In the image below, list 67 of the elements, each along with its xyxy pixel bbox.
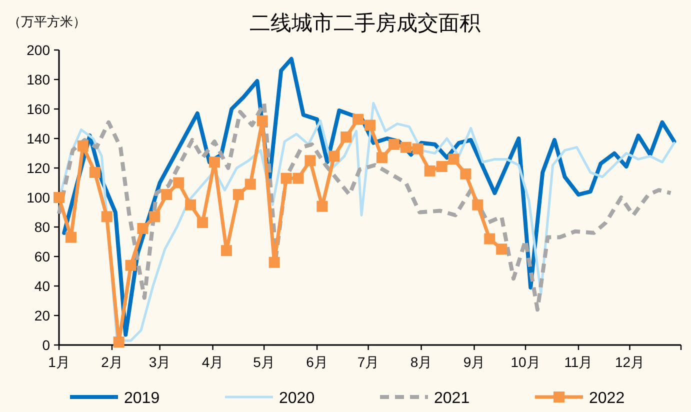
x-tick-label: 1月	[48, 354, 70, 370]
legend-label: 2020	[279, 390, 315, 407]
x-tick-label: 9月	[463, 354, 486, 370]
chart-title: 二线城市二手房成交面积	[250, 11, 480, 35]
x-tick-label: 12月	[614, 354, 645, 370]
point	[77, 140, 88, 152]
point	[484, 233, 496, 244]
y-axis-title: （万平方米）	[8, 14, 86, 29]
point	[328, 150, 340, 162]
point	[316, 200, 328, 212]
point	[412, 143, 424, 154]
point	[137, 222, 148, 234]
point	[436, 161, 448, 172]
x-tick-label: 2月	[101, 354, 123, 370]
point	[448, 154, 460, 165]
y-tick-label: 100	[26, 190, 50, 206]
x-tick-label: 6月	[306, 354, 328, 370]
point	[197, 217, 208, 228]
point	[185, 199, 196, 210]
point	[292, 172, 304, 184]
point	[304, 155, 316, 166]
point	[101, 211, 112, 222]
point	[268, 256, 280, 268]
point	[472, 199, 484, 210]
x-tick-label: 4月	[202, 354, 224, 370]
point	[54, 192, 64, 203]
point	[496, 244, 508, 255]
point	[280, 172, 292, 184]
point	[113, 336, 124, 348]
x-tick-label: 3月	[148, 354, 171, 370]
point	[173, 177, 184, 188]
point	[256, 115, 268, 126]
point	[161, 189, 172, 200]
x-tick-label: 11月	[564, 354, 593, 370]
y-tick-label: 0	[42, 337, 50, 353]
y-tick-label: 160	[26, 101, 50, 117]
point	[364, 120, 376, 131]
y-tick-label: 140	[26, 130, 50, 146]
y-tick-label: 80	[34, 219, 50, 235]
point	[388, 138, 400, 150]
point	[125, 260, 136, 271]
y-tick-label: 120	[26, 160, 50, 176]
y-tick-label: 40	[34, 278, 50, 294]
y-tick-label: 180	[26, 72, 50, 88]
point	[89, 166, 100, 178]
x-tick-label: 5月	[253, 354, 275, 370]
point	[424, 165, 436, 176]
point	[376, 152, 388, 164]
point	[149, 211, 160, 222]
point	[244, 178, 256, 190]
point	[352, 114, 364, 125]
point	[460, 168, 472, 180]
point	[65, 232, 76, 243]
x-tick-label: 10月	[510, 354, 540, 370]
x-tick-label: 8月	[410, 354, 432, 370]
y-tick-label: 200	[26, 42, 50, 58]
legend-label: 2022	[589, 390, 625, 407]
point	[209, 156, 220, 168]
x-tick-label: 7月	[357, 354, 380, 370]
point	[220, 245, 232, 256]
point	[340, 132, 352, 143]
y-tick-label: 20	[34, 308, 50, 324]
y-tick-label: 60	[34, 248, 50, 264]
legend-label: 2021	[434, 390, 470, 407]
legend-label: 2019	[124, 390, 160, 407]
point	[232, 189, 244, 200]
point	[400, 142, 412, 153]
